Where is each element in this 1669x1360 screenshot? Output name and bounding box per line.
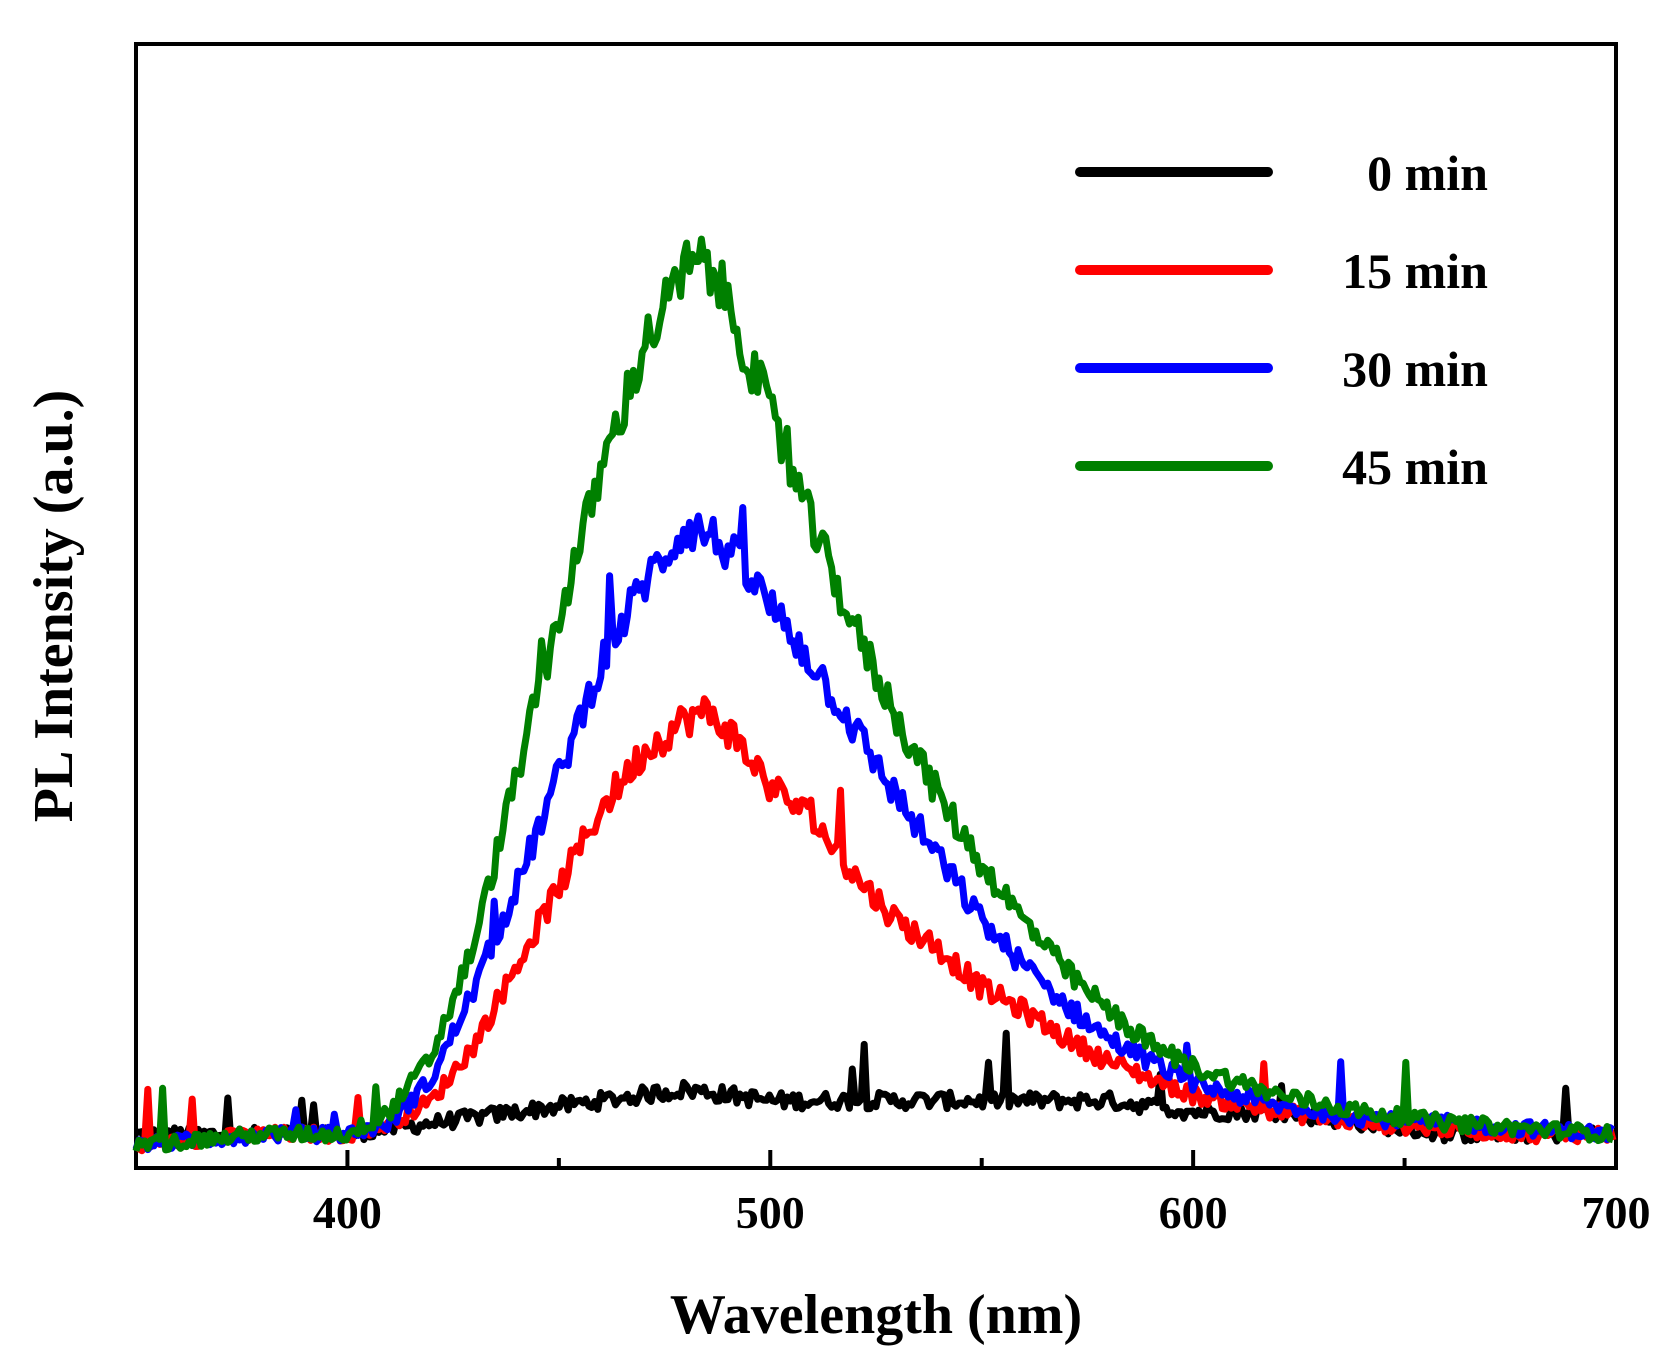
series-line xyxy=(132,235,1614,1154)
x-axis-ticks xyxy=(134,1150,1618,1168)
x-tick-label: 400 xyxy=(313,1187,382,1238)
legend-label: 15 min xyxy=(1342,243,1488,299)
x-axis-tick-labels: 400 500 600 700 xyxy=(313,1187,1651,1238)
legend: 0 min 15 min 30 min 45 min xyxy=(1075,145,1488,495)
plot-frame xyxy=(134,42,1618,1170)
legend-label: 30 min xyxy=(1342,341,1488,397)
x-tick-label: 500 xyxy=(736,1187,805,1238)
series-lines xyxy=(132,235,1617,1155)
legend-label: 0 min xyxy=(1367,145,1488,201)
x-axis-label: Wavelength (nm) xyxy=(670,1284,1082,1346)
x-tick-label: 600 xyxy=(1159,1187,1228,1238)
legend-label: 45 min xyxy=(1342,439,1488,495)
y-axis-label: PL Intensity (a.u.) xyxy=(23,390,85,823)
x-tick-label: 700 xyxy=(1582,1187,1651,1238)
series-line xyxy=(132,504,1616,1154)
